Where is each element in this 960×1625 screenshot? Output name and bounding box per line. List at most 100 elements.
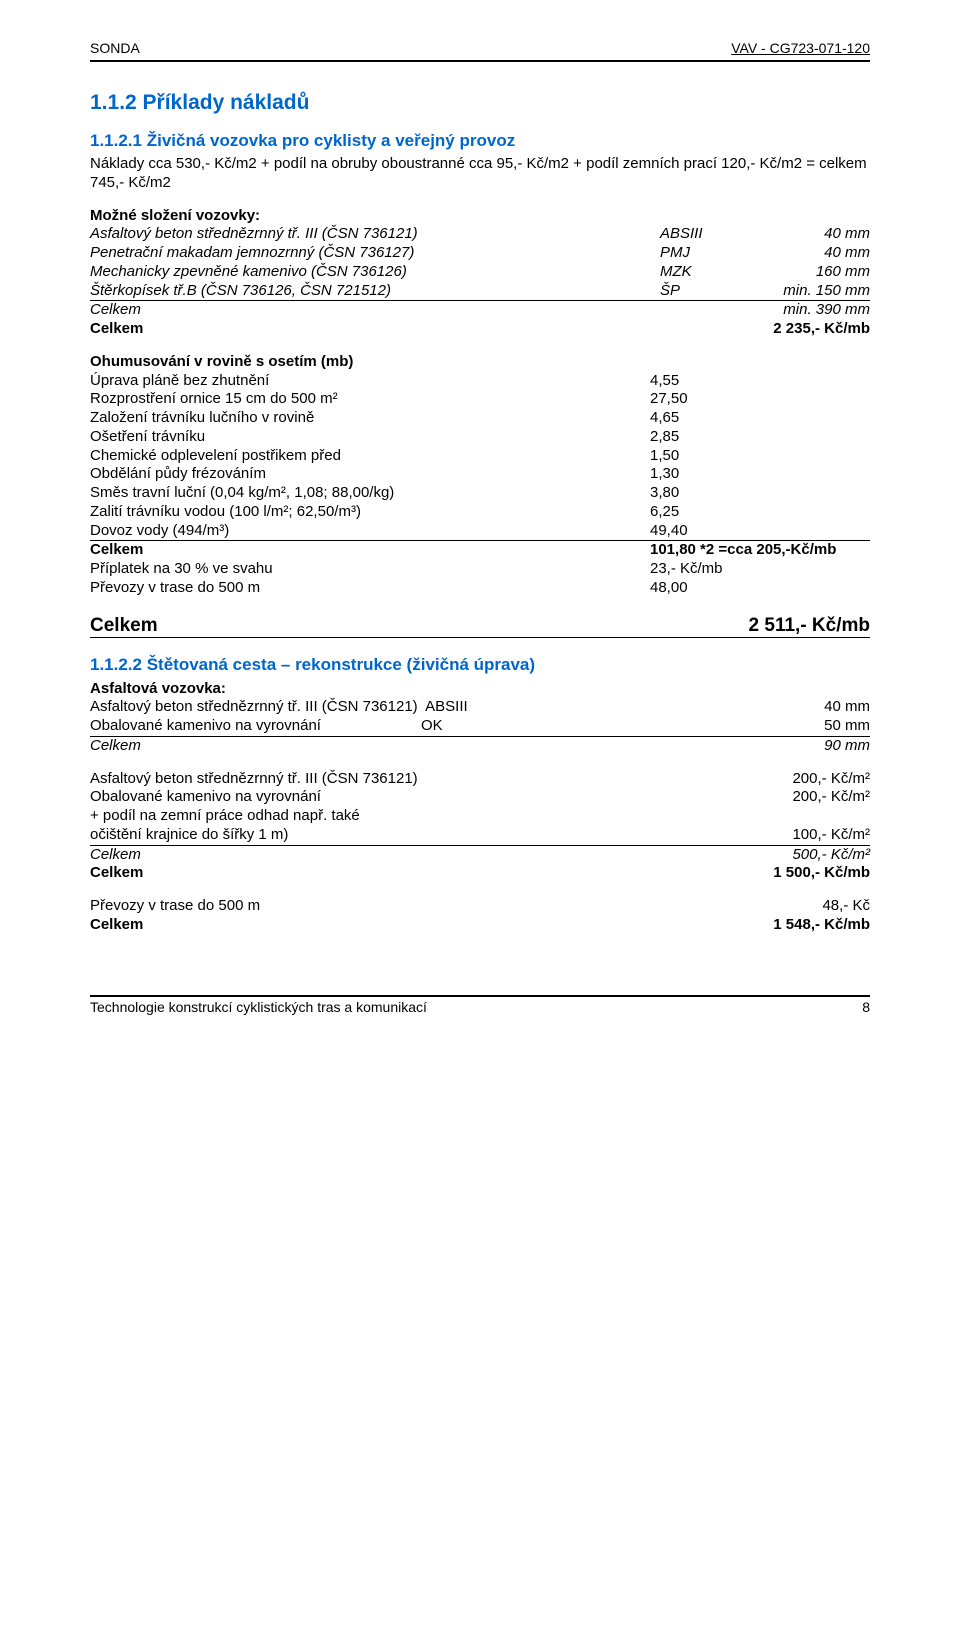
row-label: Štěrkopísek tř.B (ČSN 736126, ČSN 721512… — [90, 282, 660, 301]
header-right: VAV - CG723-071-120 — [731, 40, 870, 58]
composition-row: Asfaltový beton střednězrnný tř. III (ČS… — [90, 225, 870, 244]
row-label: Obdělání půdy frézováním — [90, 465, 620, 484]
row-label: Mechanicky zpevněné kamenivo (ČSN 736126… — [90, 263, 660, 282]
transport-total: Celkem1 548,- Kč/mb — [90, 916, 870, 935]
ohumus-row: Zalití trávníku vodou (100 l/m²; 62,50/m… — [90, 503, 870, 522]
row-label: Založení trávníku lučního v rovině — [90, 409, 620, 428]
row-value: 6,25 — [620, 503, 870, 522]
page-header: SONDA VAV - CG723-071-120 — [90, 40, 870, 62]
row-label: Asfaltový beton střednězrnný tř. III (ČS… — [90, 225, 660, 244]
row-label: Úprava pláně bez zhutnění — [90, 372, 620, 391]
row-label: Celkem — [90, 301, 660, 320]
section-1-1-2-2-title: 1.1.2.2 Štětovaná cesta – rekonstrukce (… — [90, 654, 870, 675]
asphalt-row-underline: Obalované kamenivo na vyrovnání OK50 mm — [90, 717, 870, 737]
row-value: 500,- Kč/m² — [740, 846, 870, 865]
header-left: SONDA — [90, 40, 140, 58]
composition-row: Penetrační makadam jemnozrnný (ČSN 73612… — [90, 244, 870, 263]
composition-sum: Celkem min. 390 mm — [90, 301, 870, 320]
row-label: + podíl na zemní práce odhad např. také — [90, 807, 740, 826]
cost-row: + podíl na zemní práce odhad např. také — [90, 807, 870, 826]
total-label: Celkem — [90, 614, 158, 638]
footer-left: Technologie konstrukcí cyklistických tra… — [90, 999, 427, 1017]
row-label: Směs travní luční (0,04 kg/m², 1,08; 88,… — [90, 484, 620, 503]
row-label: Asfaltový beton střednězrnný tř. III (ČS… — [90, 698, 740, 717]
row-value: 90 mm — [740, 737, 870, 756]
row-label: Celkem — [90, 916, 740, 935]
row-code: MZK — [660, 263, 740, 282]
row-value: 1,30 — [620, 465, 870, 484]
composition-row-underline: Štěrkopísek tř.B (ČSN 736126, ČSN 721512… — [90, 282, 870, 302]
ohumus-row-underline: Dovoz vody (494/m³)49,40 — [90, 522, 870, 542]
row-value — [740, 807, 870, 826]
ohumus-row: Chemické odplevelení postřikem před1,50 — [90, 447, 870, 466]
ohumus-row: Obdělání půdy frézováním1,30 — [90, 465, 870, 484]
row-label: Asfaltový beton střednězrnný tř. III (ČS… — [90, 770, 740, 789]
ohumus-row: Rozprostření ornice 15 cm do 500 m²27,50 — [90, 390, 870, 409]
total-value: 2 511,- Kč/mb — [749, 614, 870, 638]
row-code: ABSIII — [660, 225, 740, 244]
cost-row: Asfaltový beton střednězrnný tř. III (ČS… — [90, 770, 870, 789]
row-value: 200,- Kč/m² — [740, 788, 870, 807]
row-label: Převozy v trase do 500 m — [90, 897, 740, 916]
row-label: Chemické odplevelení postřikem před — [90, 447, 620, 466]
page-footer: Technologie konstrukcí cyklistických tra… — [90, 995, 870, 1017]
cost-row: Obalované kamenivo na vyrovnání200,- Kč/… — [90, 788, 870, 807]
row-label: Převozy v trase do 500 m — [90, 579, 620, 598]
row-value: 50 mm — [740, 717, 870, 736]
cost-total: Celkem1 500,- Kč/mb — [90, 864, 870, 883]
row-label: Celkem — [90, 541, 620, 560]
row-label: Celkem — [90, 320, 660, 339]
row-value: 200,- Kč/m² — [740, 770, 870, 789]
cost-row-underline: očištění krajnice do šířky 1 m)100,- Kč/… — [90, 826, 870, 846]
row-label: Příplatek na 30 % ve svahu — [90, 560, 620, 579]
row-value: 2,85 — [620, 428, 870, 447]
ohumus-row: Úprava pláně bez zhutnění4,55 — [90, 372, 870, 391]
row-value: 40 mm — [740, 244, 870, 263]
row-label: Zalití trávníku vodou (100 l/m²; 62,50/m… — [90, 503, 620, 522]
row-value: 27,50 — [620, 390, 870, 409]
row-label: Penetrační makadam jemnozrnný (ČSN 73612… — [90, 244, 660, 263]
row-value: 40 mm — [740, 698, 870, 717]
row-value: 1,50 — [620, 447, 870, 466]
ohumus-row: Směs travní luční (0,04 kg/m², 1,08; 88,… — [90, 484, 870, 503]
row-value: 100,- Kč/m² — [740, 826, 870, 845]
row-value: min. 150 mm — [740, 282, 870, 301]
transport-row: Převozy v trase do 500 m48,- Kč — [90, 897, 870, 916]
asphalt-sum: Celkem90 mm — [90, 737, 870, 756]
row-value: 4,65 — [620, 409, 870, 428]
row-label: Obalované kamenivo na vyrovnání OK — [90, 717, 740, 736]
composition-total: Celkem 2 235,- Kč/mb — [90, 320, 870, 339]
ohumus-title: Ohumusování v rovině s osetím (mb) — [90, 353, 870, 372]
row-value: 48,00 — [620, 579, 870, 598]
row-value: 2 235,- Kč/mb — [740, 320, 870, 339]
asphalt-title: Asfaltová vozovka: — [90, 680, 870, 699]
row-label: očištění krajnice do šířky 1 m) — [90, 826, 740, 845]
intro-paragraph: Náklady cca 530,- Kč/m2 + podíl na obrub… — [90, 155, 870, 193]
row-label: Celkem — [90, 846, 740, 865]
row-value: 49,40 — [620, 522, 870, 541]
asphalt-row: Asfaltový beton střednězrnný tř. III (ČS… — [90, 698, 870, 717]
row-value: 101,80 *2 =cca 205,-Kč/mb — [620, 541, 870, 560]
section-1-1-2-1-title: 1.1.2.1 Živičná vozovka pro cyklisty a v… — [90, 130, 870, 151]
row-value: min. 390 mm — [740, 301, 870, 320]
row-label: Celkem — [90, 864, 740, 883]
grand-total-row: Celkem 2 511,- Kč/mb — [90, 614, 870, 639]
row-label: Celkem — [90, 737, 740, 756]
row-value: 40 mm — [740, 225, 870, 244]
row-value: 48,- Kč — [740, 897, 870, 916]
row-value: 23,- Kč/mb — [620, 560, 870, 579]
cost-sum: Celkem500,- Kč/m² — [90, 846, 870, 865]
row-value: 1 548,- Kč/mb — [740, 916, 870, 935]
row-code: ŠP — [660, 282, 740, 301]
section-1-1-2-title: 1.1.2 Příklady nákladů — [90, 90, 870, 116]
row-label: Ošetření trávníku — [90, 428, 620, 447]
row-label: Dovoz vody (494/m³) — [90, 522, 620, 541]
row-code: PMJ — [660, 244, 740, 263]
row-label: Obalované kamenivo na vyrovnání — [90, 788, 740, 807]
ohumus-row: Příplatek na 30 % ve svahu23,- Kč/mb — [90, 560, 870, 579]
composition-title: Možné složení vozovky: — [90, 207, 870, 226]
ohumus-row: Založení trávníku lučního v rovině4,65 — [90, 409, 870, 428]
row-label: Rozprostření ornice 15 cm do 500 m² — [90, 390, 620, 409]
ohumus-row: Ošetření trávníku2,85 — [90, 428, 870, 447]
row-value: 1 500,- Kč/mb — [740, 864, 870, 883]
